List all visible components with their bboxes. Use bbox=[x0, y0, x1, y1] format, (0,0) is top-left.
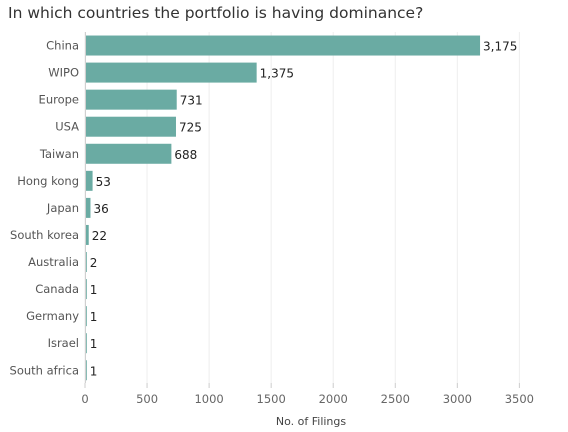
category-label: Canada bbox=[35, 282, 79, 296]
x-tick-label: 3000 bbox=[443, 392, 472, 406]
x-tick-label: 2000 bbox=[319, 392, 348, 406]
value-label: 725 bbox=[179, 121, 202, 135]
category-label: Europe bbox=[39, 93, 79, 107]
x-axis-label: No. of Filings bbox=[276, 415, 347, 428]
value-label: 1 bbox=[90, 364, 98, 378]
bar bbox=[86, 252, 87, 273]
category-label: Taiwan bbox=[39, 147, 79, 161]
value-label: 1 bbox=[90, 283, 98, 297]
category-label: Germany bbox=[26, 309, 79, 323]
bar bbox=[86, 360, 87, 381]
x-tick-label: 1500 bbox=[257, 392, 286, 406]
bar bbox=[86, 116, 176, 137]
value-label: 1 bbox=[90, 310, 98, 324]
chart-title: In which countries the portfolio is havi… bbox=[8, 4, 424, 22]
bar bbox=[86, 306, 87, 327]
category-label: South africa bbox=[10, 363, 79, 377]
x-tick-label: 1000 bbox=[194, 392, 223, 406]
bar bbox=[86, 62, 257, 83]
category-label: Australia bbox=[28, 255, 79, 269]
x-tick-label: 3500 bbox=[505, 392, 534, 406]
bar bbox=[86, 197, 91, 218]
bar bbox=[86, 333, 87, 354]
value-label: 688 bbox=[174, 148, 197, 162]
bar bbox=[86, 224, 89, 245]
value-label: 3,175 bbox=[483, 40, 517, 54]
x-tick-label: 0 bbox=[81, 392, 88, 406]
category-label: USA bbox=[55, 120, 79, 134]
value-label: 1 bbox=[90, 337, 98, 351]
bar bbox=[86, 89, 177, 110]
value-label: 36 bbox=[93, 202, 108, 216]
value-label: 1,375 bbox=[260, 67, 294, 81]
category-label: Israel bbox=[48, 336, 79, 350]
category-label: Japan bbox=[46, 201, 79, 215]
x-tick-label: 2500 bbox=[381, 392, 410, 406]
category-label: WIPO bbox=[48, 66, 79, 80]
bar bbox=[86, 143, 172, 164]
value-label: 731 bbox=[180, 94, 203, 108]
x-tick-label: 500 bbox=[136, 392, 158, 406]
value-label: 2 bbox=[90, 256, 98, 270]
bar bbox=[86, 170, 93, 191]
value-label: 22 bbox=[92, 229, 107, 243]
value-label: 53 bbox=[96, 175, 111, 189]
category-label: Hong kong bbox=[17, 174, 79, 188]
category-label: South korea bbox=[10, 228, 79, 242]
bar bbox=[86, 279, 87, 300]
bar bbox=[86, 35, 481, 56]
category-label: China bbox=[46, 39, 79, 53]
